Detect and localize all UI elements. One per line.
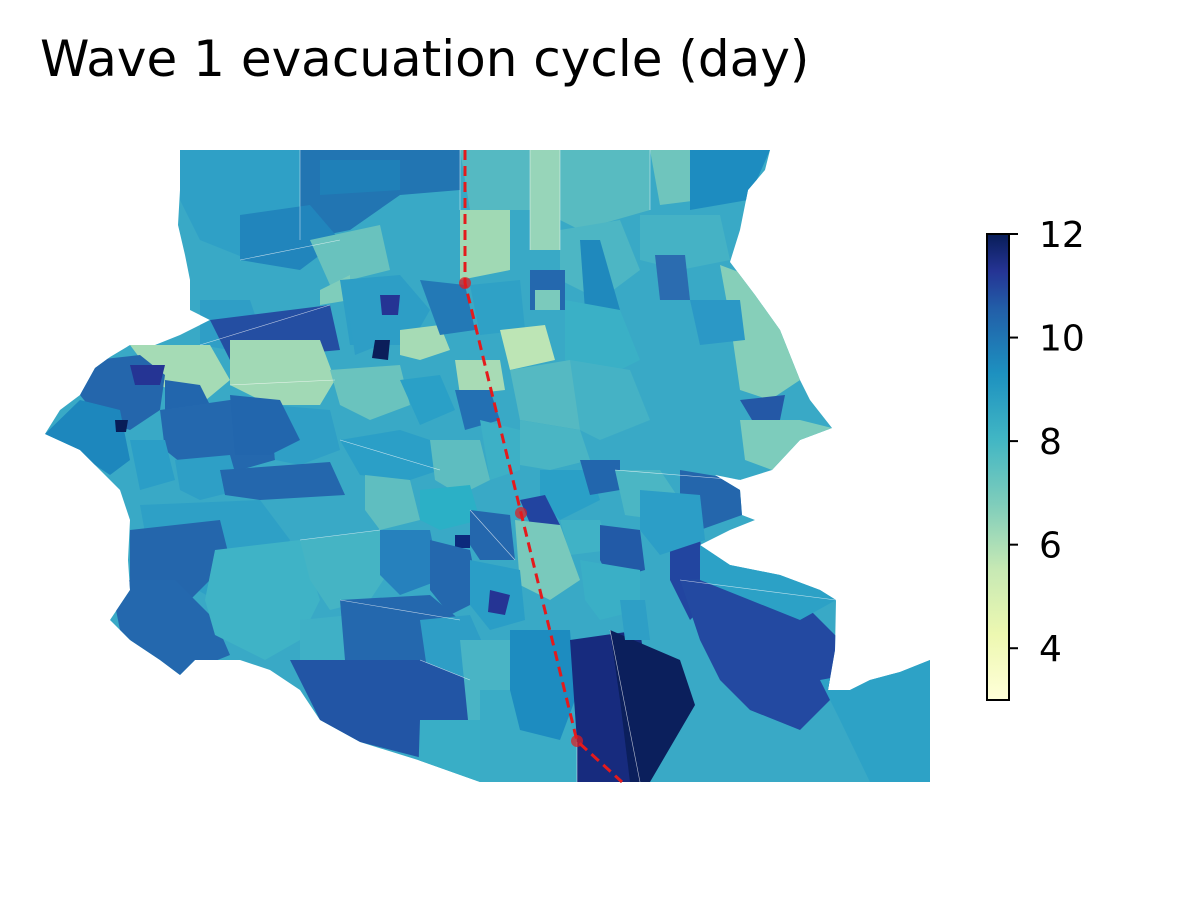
region (610, 630, 695, 782)
colorbar-gradient (986, 233, 1010, 701)
region (400, 325, 450, 360)
region (330, 365, 410, 420)
region (455, 360, 505, 395)
region (470, 280, 525, 335)
region (510, 630, 575, 740)
region (350, 320, 380, 355)
region (655, 255, 690, 300)
region (640, 490, 705, 555)
region (110, 580, 230, 675)
region (530, 150, 560, 250)
region (560, 520, 610, 555)
colorbar-tick-label: 4 (1039, 629, 1062, 670)
region (620, 600, 650, 640)
region-borders (199, 150, 837, 782)
region (535, 290, 560, 310)
region (488, 590, 510, 615)
region (380, 295, 400, 315)
region (580, 240, 620, 310)
region (820, 660, 930, 782)
region (740, 395, 785, 425)
region (130, 440, 175, 490)
region (115, 420, 128, 432)
region (240, 205, 340, 270)
colorbar-tick-label: 6 (1039, 526, 1062, 567)
region (310, 225, 390, 285)
region (380, 530, 440, 595)
region (220, 462, 345, 500)
region (455, 535, 470, 548)
track-point (571, 735, 583, 747)
colorbar-ticks: 4 6 8 10 12 (1009, 215, 1085, 670)
region (720, 265, 800, 400)
region (500, 325, 555, 370)
colorbar-tick-label: 8 (1039, 422, 1062, 463)
region (45, 400, 130, 475)
region (130, 345, 230, 405)
track-point (515, 507, 527, 519)
region (372, 340, 390, 360)
region (515, 520, 580, 600)
region (300, 530, 390, 610)
storm-track (459, 150, 624, 784)
track-point (459, 277, 471, 289)
colorbar-tick-label: 10 (1039, 319, 1085, 360)
region (230, 395, 300, 455)
region (430, 440, 490, 495)
region (570, 360, 650, 440)
map-title: Wave 1 evacuation cycle (day) (40, 30, 810, 88)
region (560, 150, 650, 230)
region (740, 420, 832, 470)
region (430, 540, 480, 615)
region (580, 460, 620, 495)
region (540, 470, 600, 520)
region (130, 365, 165, 385)
region (455, 390, 500, 430)
region (400, 375, 455, 425)
region (365, 475, 420, 530)
region (320, 160, 400, 195)
region (420, 485, 480, 530)
region (205, 540, 320, 660)
region (565, 300, 640, 380)
region (460, 150, 530, 210)
region (690, 300, 745, 345)
region (460, 210, 510, 280)
region (420, 280, 475, 335)
region (230, 340, 335, 405)
region (520, 420, 590, 470)
colorbar-tick-label: 12 (1039, 215, 1085, 256)
